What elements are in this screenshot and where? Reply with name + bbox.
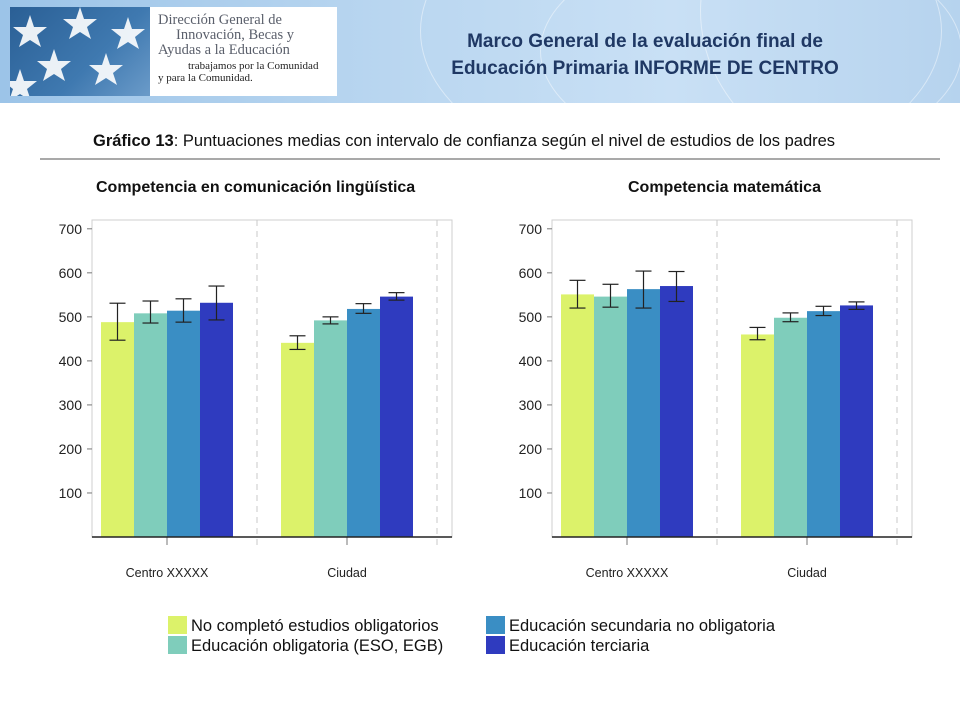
- figure-caption-text: : Puntuaciones medias con intervalo de c…: [173, 132, 836, 150]
- caption-divider: [40, 158, 940, 160]
- bar: [167, 310, 200, 537]
- bar: [134, 313, 167, 537]
- x-tick-label: Centro XXXXX: [126, 566, 209, 580]
- y-tick-label: 300: [519, 397, 543, 413]
- document-title-line: Educación Primaria INFORME DE CENTRO: [451, 58, 839, 79]
- logo-line: Innovación, Becas y: [176, 27, 294, 43]
- y-tick-label: 700: [519, 221, 543, 237]
- y-tick-label: 500: [519, 309, 543, 325]
- x-tick-label: Ciudad: [787, 566, 827, 580]
- bar: [627, 289, 660, 537]
- legend-swatch: [486, 636, 505, 654]
- y-tick-label: 500: [59, 309, 83, 325]
- bar: [281, 342, 314, 537]
- bar: [807, 311, 840, 537]
- y-tick-label: 600: [519, 265, 543, 281]
- x-tick-label: Ciudad: [327, 566, 367, 580]
- logo-slogan: y para la Comunidad.: [158, 72, 253, 84]
- bar: [314, 320, 347, 537]
- legend-item: Educación obligatoria (ESO, EGB): [168, 636, 443, 656]
- bar: [594, 296, 627, 537]
- legend-swatch: [168, 636, 187, 654]
- x-tick-label: Centro XXXXX: [586, 566, 669, 580]
- legend-swatch: [486, 616, 505, 634]
- legend-label: Educación secundaria no obligatoria: [509, 617, 776, 635]
- bar: [840, 305, 873, 537]
- legend-swatch: [168, 616, 187, 634]
- y-tick-label: 400: [519, 353, 543, 369]
- logo-line: Dirección General de: [158, 12, 282, 28]
- y-tick-label: 200: [519, 441, 543, 457]
- bar: [347, 308, 380, 537]
- chart-title-matematica: Competencia matemática: [628, 179, 821, 196]
- y-tick-label: 700: [59, 221, 83, 237]
- document-title-line: Marco General de la evaluación final de: [467, 31, 823, 52]
- bar: [380, 296, 413, 537]
- organization-logo: Dirección General de Innovación, Becas y…: [10, 7, 337, 96]
- legend-item: Educación terciaria: [486, 636, 649, 656]
- y-tick-label: 600: [59, 265, 83, 281]
- bar: [660, 286, 693, 537]
- chart-matematica: 100 200 300 400 500 600 700 Centro XXXXX Ciudad: [519, 219, 913, 580]
- bar: [741, 334, 774, 537]
- legend-label: Educación obligatoria (ESO, EGB): [191, 637, 444, 655]
- y-tick-label: 200: [59, 441, 83, 457]
- legend-item: No completó estudios obligatorios: [168, 616, 439, 636]
- bar: [774, 317, 807, 537]
- y-tick-label: 100: [519, 485, 543, 501]
- logo-slogan: trabajamos por la Comunidad: [188, 60, 319, 72]
- header-banner: Dirección General de Innovación, Becas y…: [0, 0, 960, 103]
- y-tick-label: 300: [59, 397, 83, 413]
- document-title: Marco General de la evaluación final de …: [400, 28, 890, 82]
- bar: [101, 322, 134, 537]
- legend-label: No completó estudios obligatorios: [191, 617, 439, 635]
- figure-label: Gráfico 13: [93, 132, 174, 150]
- chart-linguistica: 100 200 300 400 500 600 700 Centro XXXXX Ciudad: [59, 219, 453, 580]
- legend-item: Educación secundaria no obligatoria: [486, 616, 775, 636]
- legend-label: Educación terciaria: [509, 637, 650, 655]
- figure-caption: Gráfico 13: Puntuaciones medias con inte…: [93, 132, 835, 151]
- y-tick-label: 100: [59, 485, 83, 501]
- bar: [200, 302, 233, 537]
- stars-emblem-icon: [10, 7, 150, 96]
- logo-line: Ayudas a la Educación: [158, 42, 290, 58]
- logo-text: Dirección General de Innovación, Becas y…: [158, 12, 334, 85]
- bar: [561, 294, 594, 537]
- y-tick-label: 400: [59, 353, 83, 369]
- chart-title-linguistica: Competencia en comunicación lingüística: [96, 179, 416, 196]
